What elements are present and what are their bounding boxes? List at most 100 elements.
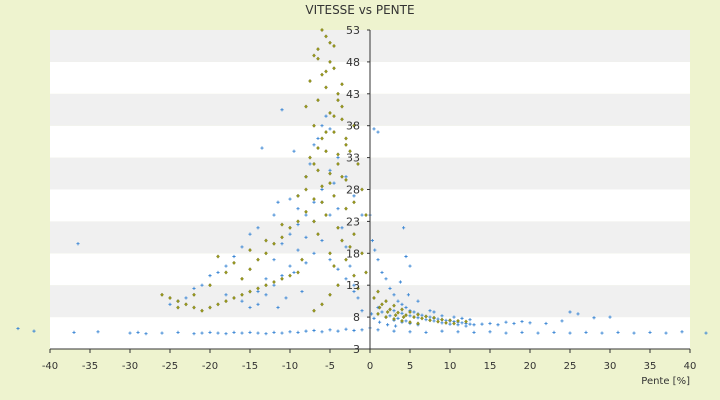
data-point: [600, 331, 604, 335]
data-point: [336, 329, 340, 333]
y-tick-label: 3: [353, 343, 360, 356]
data-point: [256, 331, 260, 335]
data-point: [264, 277, 268, 281]
y-tick-label: 33: [346, 152, 360, 165]
data-points: [16, 27, 708, 336]
data-point: [316, 47, 320, 52]
data-point: [344, 142, 348, 147]
data-point: [504, 320, 508, 324]
x-tick-label: -10: [282, 361, 298, 372]
data-point: [320, 200, 324, 205]
data-point: [452, 321, 456, 326]
x-tick-label: -35: [82, 361, 98, 372]
data-point: [76, 242, 80, 246]
data-point: [460, 316, 464, 320]
y-tick-label: 43: [346, 88, 360, 101]
data-point: [336, 156, 340, 160]
y-tick-label: 28: [346, 184, 360, 197]
y-tick-label: 53: [346, 24, 360, 37]
data-point: [332, 181, 336, 185]
data-point: [352, 283, 356, 287]
data-point: [336, 98, 340, 103]
x-tick-label: -20: [202, 361, 218, 372]
data-point: [560, 319, 564, 323]
data-point: [296, 207, 300, 211]
data-point: [440, 329, 444, 333]
data-point: [224, 299, 228, 304]
data-point: [328, 213, 332, 217]
data-point: [332, 66, 336, 71]
data-point: [316, 232, 320, 237]
data-point: [360, 213, 364, 217]
data-point: [392, 316, 396, 322]
data-point: [386, 323, 390, 327]
data-point: [364, 270, 368, 275]
data-point: [348, 264, 352, 268]
data-point: [352, 123, 356, 128]
data-point: [208, 283, 212, 288]
data-point: [72, 330, 76, 335]
data-point: [216, 302, 220, 307]
data-point: [440, 321, 444, 325]
data-point: [232, 254, 236, 259]
data-point: [440, 317, 444, 322]
data-point: [324, 149, 328, 154]
data-point: [248, 289, 252, 294]
data-point: [520, 330, 524, 335]
data-point: [264, 251, 268, 256]
data-point: [372, 316, 376, 320]
data-point: [456, 318, 460, 323]
data-point: [360, 328, 364, 332]
data-point: [378, 320, 382, 324]
data-point: [340, 117, 344, 122]
data-point: [320, 136, 324, 141]
data-point: [192, 332, 196, 336]
data-point: [256, 286, 260, 291]
data-point: [376, 258, 380, 262]
data-point: [468, 322, 472, 326]
data-point: [280, 331, 284, 335]
data-point: [380, 270, 384, 275]
data-point: [400, 311, 404, 315]
data-point: [370, 312, 374, 316]
data-point: [304, 235, 308, 239]
data-point: [280, 276, 284, 281]
data-point: [272, 213, 276, 217]
data-point: [576, 312, 580, 316]
data-point: [280, 235, 284, 240]
data-point: [344, 136, 348, 141]
data-point: [344, 257, 348, 262]
data-point: [384, 315, 388, 320]
data-point: [376, 311, 380, 316]
data-point: [232, 260, 236, 265]
data-point: [200, 308, 204, 313]
data-point: [320, 27, 324, 33]
data-point: [332, 264, 336, 269]
data-point: [276, 305, 280, 310]
data-point: [401, 315, 406, 320]
data-point: [340, 82, 344, 87]
data-point: [336, 152, 340, 157]
data-point: [280, 222, 284, 227]
data-point: [200, 283, 204, 287]
data-point: [176, 299, 180, 304]
data-point: [452, 315, 456, 319]
data-point: [373, 248, 377, 252]
data-point: [312, 161, 316, 167]
data-point: [384, 277, 388, 281]
data-point: [348, 244, 352, 249]
data-point: [344, 245, 348, 249]
data-point: [328, 171, 332, 176]
data-point: [300, 257, 304, 262]
data-point: [440, 314, 444, 318]
data-point: [304, 329, 308, 333]
data-point: [352, 273, 356, 278]
data-point: [144, 332, 148, 336]
data-point: [296, 222, 300, 227]
data-point: [320, 184, 324, 189]
data-point: [304, 104, 308, 109]
data-point: [280, 274, 284, 278]
data-point: [406, 293, 410, 297]
data-point: [320, 302, 324, 307]
data-point: [264, 238, 268, 243]
